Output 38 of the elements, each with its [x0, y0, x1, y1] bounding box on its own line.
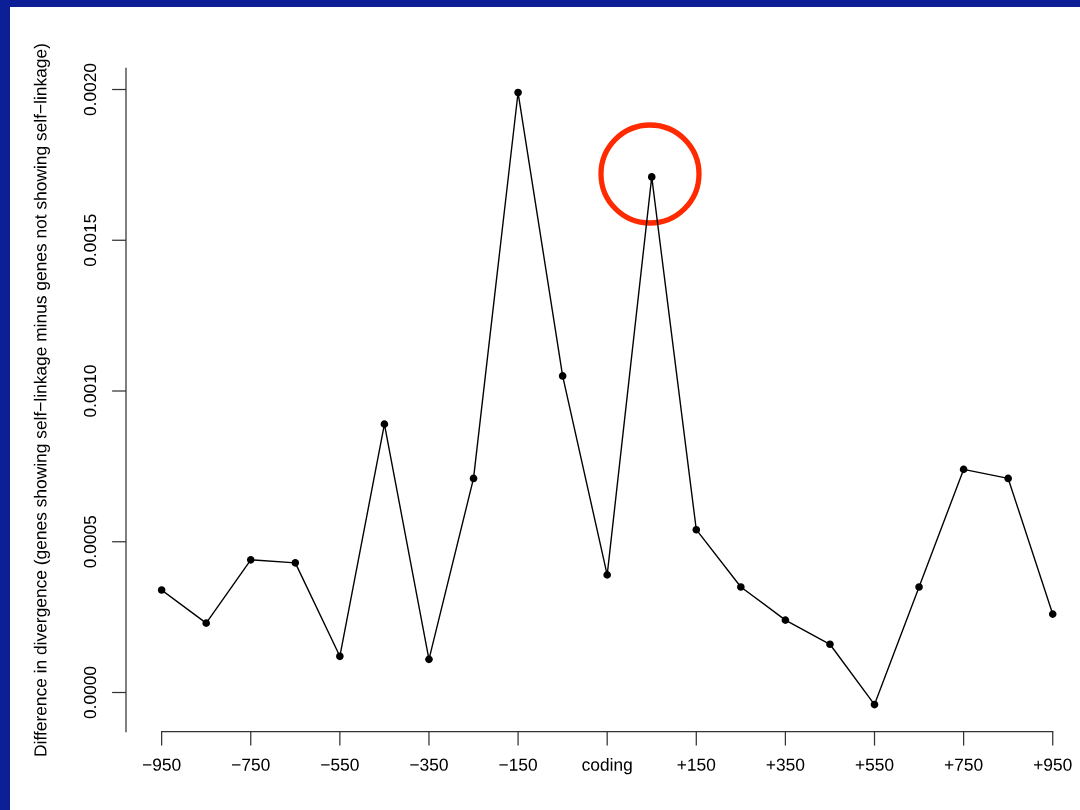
- point: [870, 700, 879, 709]
- point: [157, 586, 166, 594]
- y-tick-label: 0.0020: [83, 63, 97, 116]
- y-tick-label: 0.0005: [83, 515, 97, 568]
- x-tick-label: −350: [410, 758, 448, 771]
- point: [336, 652, 344, 661]
- point: [692, 525, 701, 534]
- point: [781, 616, 790, 624]
- point: [737, 583, 745, 591]
- x-tick-label: −750: [232, 758, 270, 771]
- point: [915, 583, 923, 591]
- point: [1048, 610, 1057, 618]
- y-tick-label: 0.0010: [83, 365, 97, 417]
- point: [558, 372, 567, 380]
- point: [1004, 474, 1012, 483]
- point: [291, 559, 300, 567]
- y-tick-label: 0.0015: [83, 214, 97, 267]
- y-axis-title: Difference in divergence (genes showing self−linkage minus genes not showing self−linkage): [33, 44, 50, 756]
- x-tick-label: −150: [499, 758, 537, 771]
- y-tick-label: 0.0000: [83, 666, 97, 719]
- point: [425, 655, 433, 664]
- x-tick-label: +150: [677, 758, 716, 771]
- x-tick-label: coding: [582, 758, 632, 775]
- point: [202, 619, 211, 627]
- x-tick-label: +550: [855, 758, 894, 771]
- point: [603, 571, 611, 579]
- x-tick-label: +950: [1034, 758, 1072, 771]
- point: [826, 640, 834, 649]
- point: [514, 88, 522, 97]
- point: [380, 420, 389, 428]
- point: [246, 556, 255, 564]
- point: [647, 173, 656, 181]
- point: [469, 474, 478, 483]
- x-tick-label: +750: [944, 758, 983, 771]
- x-tick-label: −950: [142, 758, 181, 771]
- x-tick-label: +350: [766, 758, 805, 771]
- x-tick-label: −550: [321, 758, 359, 771]
- point: [959, 465, 968, 474]
